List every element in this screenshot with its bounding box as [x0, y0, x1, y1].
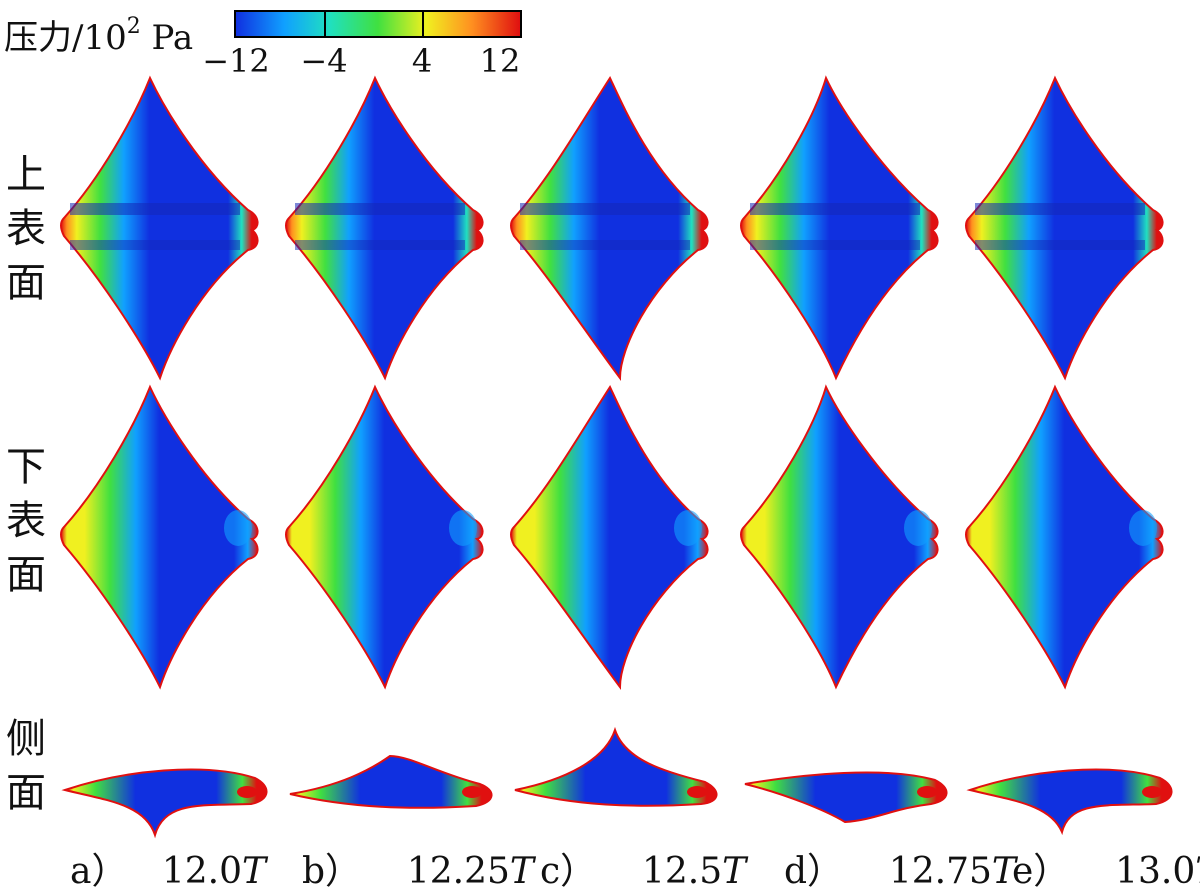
row-label-char: 下	[6, 444, 46, 490]
lower-head-patch	[224, 510, 252, 546]
caption-value: 12.75	[888, 851, 992, 892]
side-head-hotspot	[462, 786, 482, 798]
upper-stripe	[520, 203, 690, 215]
side-head-hotspot	[1142, 786, 1162, 798]
upper-stripe	[295, 203, 465, 215]
caption-letter: b）	[302, 851, 362, 892]
side-view-panel-a	[61, 768, 268, 839]
side-body	[744, 771, 948, 824]
row-label-char: 面	[6, 770, 46, 816]
side-view-panel-e	[966, 768, 1173, 836]
caption-a: a） 12.0T	[70, 842, 266, 894]
lower-head-patch	[1129, 510, 1157, 546]
body-surface	[60, 75, 259, 381]
row-label-lower-surface: 下 表 面	[6, 440, 46, 602]
side-view-panel-b	[289, 754, 493, 809]
colorbar-tick-label: 12	[479, 42, 521, 80]
upper-stripe	[295, 240, 465, 250]
row-label-char: 侧	[6, 716, 46, 762]
row-label-char: 表	[6, 206, 46, 252]
legend-title-superscript: 2	[126, 13, 141, 39]
caption-value: 12.25	[406, 851, 510, 892]
pressure-colorbar	[234, 10, 522, 38]
lower-head-patch	[904, 510, 932, 546]
lower-head-patch	[674, 510, 702, 546]
upper-stripe	[975, 203, 1145, 215]
row-label-char: 面	[6, 260, 46, 306]
row-label-char: 面	[6, 552, 46, 598]
side-body	[61, 768, 268, 839]
legend-title-unit: Pa	[151, 18, 194, 58]
upper-stripe	[750, 203, 920, 215]
lower-surface-panel-d	[740, 384, 939, 690]
legend-title: 压力/102 Pa	[4, 10, 193, 59]
body-surface	[740, 75, 939, 381]
legend-title-text: 压力/10	[4, 18, 127, 58]
upper-stripe	[520, 240, 690, 250]
side-head-hotspot	[237, 786, 257, 798]
side-body	[966, 768, 1173, 836]
upper-stripe	[70, 203, 240, 215]
upper-stripe	[975, 240, 1145, 250]
body-surface	[965, 75, 1164, 381]
row-label-upper-surface: 上 表 面	[6, 148, 46, 310]
upper-surface-panel-c	[510, 75, 709, 381]
caption-letter: e）	[1012, 851, 1070, 892]
side-view-panel-c	[514, 726, 718, 807]
colorbar-tick-label: 4	[411, 42, 433, 80]
body-surface	[510, 75, 709, 381]
side-head-hotspot	[687, 786, 707, 798]
colorbar-divider-2	[422, 12, 424, 36]
upper-stripe	[70, 240, 240, 250]
side-body	[289, 754, 493, 809]
body-surface	[285, 75, 484, 381]
caption-d: d） 12.75T	[784, 842, 1016, 894]
side-view-panel-d	[744, 771, 948, 824]
colorbar-tick-label: −4	[300, 42, 348, 80]
upper-surface-panel-d	[740, 75, 939, 381]
caption-b: b） 12.25T	[302, 842, 534, 894]
caption-letter: d）	[784, 851, 844, 892]
upper-stripe	[750, 240, 920, 250]
colorbar-divider-1	[324, 12, 326, 36]
caption-unit: T	[509, 851, 534, 892]
caption-c: c） 12.5T	[540, 842, 746, 894]
side-head-hotspot	[917, 786, 937, 798]
caption-unit: T	[241, 851, 266, 892]
caption-letter: a）	[70, 851, 128, 892]
lower-surface-panel-e	[965, 384, 1164, 690]
upper-surface-panel-b	[285, 75, 484, 381]
caption-unit: T	[1195, 851, 1200, 892]
side-body	[514, 726, 718, 807]
caption-unit: T	[722, 851, 747, 892]
upper-surface-panel-e	[965, 75, 1164, 381]
caption-value: 12.0	[161, 851, 242, 892]
upper-surface-panel-a	[60, 75, 259, 381]
lower-surface-panel-a	[60, 384, 259, 690]
lower-head-patch	[449, 510, 477, 546]
row-label-char: 表	[6, 498, 46, 544]
caption-letter: c）	[540, 851, 597, 892]
caption-value: 13.0	[1115, 851, 1196, 892]
caption-value: 12.5	[641, 851, 723, 892]
caption-e: e） 13.0T	[1012, 842, 1200, 894]
lower-surface-panel-c	[510, 384, 709, 690]
lower-surface-panel-b	[285, 384, 484, 690]
row-label-char: 上	[6, 152, 46, 198]
colorbar-tick-label: −12	[202, 42, 270, 80]
row-label-side-view: 侧 面	[6, 712, 46, 820]
caption-unit: T	[991, 851, 1016, 892]
